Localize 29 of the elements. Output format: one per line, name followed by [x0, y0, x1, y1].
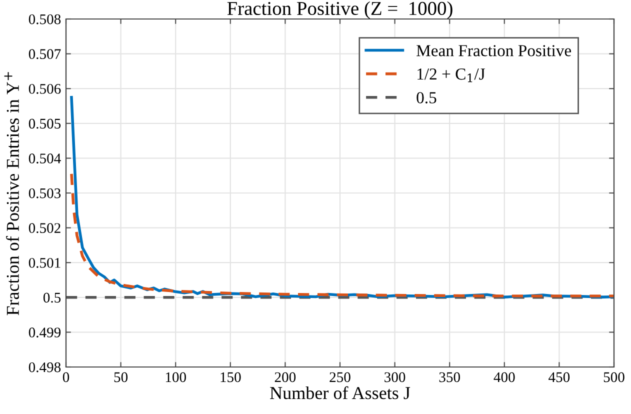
y-axis-title: Fraction of Positive Entries in Y$^{+}$ — [4, 72, 19, 316]
x-axis-title: Number of Assets J — [270, 386, 410, 400]
legend-label: 1/2 + C$_{1}$/J — [418, 68, 485, 82]
x-tick-label: 500 — [604, 372, 624, 382]
x-tick-label: 400 — [494, 372, 515, 382]
legend-label: 0.5 — [416, 92, 436, 104]
y-tick-label: 0.508 — [28, 14, 61, 24]
x-tick-label: 350 — [439, 372, 460, 382]
y-tick-label: 0.502 — [28, 223, 60, 234]
y-tick-label: 0.498 — [28, 362, 61, 372]
y-tick-label: 0.501 — [28, 258, 60, 268]
x-tick-label: 150 — [220, 372, 241, 382]
y-tick-label: 0.5 — [43, 292, 61, 303]
y-tick-label: 0.504 — [28, 154, 61, 164]
x-tick-label: 200 — [274, 372, 296, 382]
y-tick-label: 0.503 — [28, 188, 61, 198]
x-tick-label: 250 — [330, 372, 350, 382]
x-tick-label: 300 — [384, 372, 406, 382]
chart-title: Fraction Positive (Z = 1000) — [227, 1, 452, 19]
y-tick-label: 0.499 — [28, 328, 61, 338]
x-tick-label: 450 — [548, 372, 570, 382]
y-tick-label: 0.506 — [28, 84, 61, 94]
x-tick-label: 100 — [166, 372, 186, 382]
y-tick-label: 0.505 — [28, 118, 61, 129]
y-tick-label: 0.507 — [28, 49, 61, 60]
x-tick-label: 50 — [114, 372, 128, 382]
x-tick-label: 0 — [62, 372, 70, 382]
legend-label: Mean Fraction Positive — [416, 45, 572, 56]
line-series — [70, 172, 614, 298]
